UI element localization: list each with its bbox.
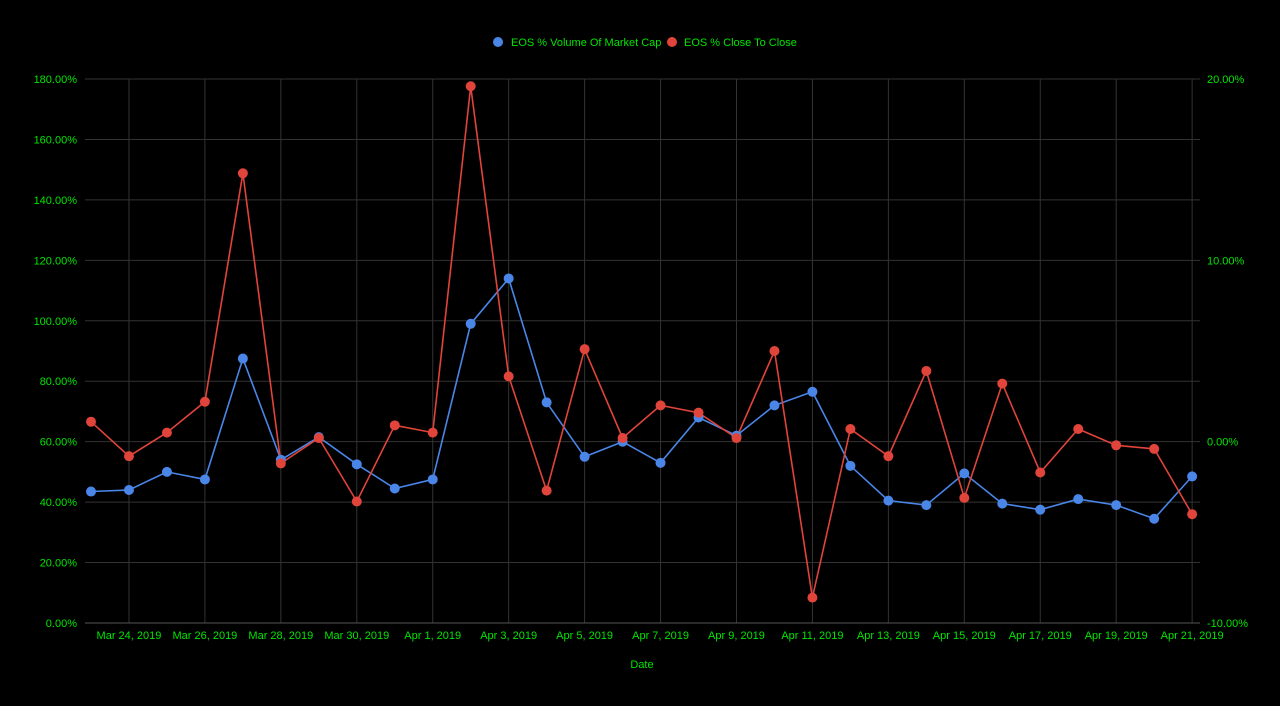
series-2-point[interactable] <box>1035 467 1046 478</box>
y-left-tick-label: 160.00% <box>34 134 78 146</box>
y-right-tick-label: 10.00% <box>1207 255 1245 267</box>
legend-marker <box>667 37 677 47</box>
x-tick-label: Apr 15, 2019 <box>933 630 996 642</box>
series-2-point[interactable] <box>237 168 248 179</box>
y-left-tick-label: 140.00% <box>34 195 78 207</box>
series-1-point[interactable] <box>123 485 134 496</box>
series-2-point[interactable] <box>86 416 96 427</box>
y-left-tick-label: 60.00% <box>40 437 78 449</box>
series-2-point[interactable] <box>1111 440 1122 451</box>
y-left-tick-label: 180.00% <box>34 74 78 86</box>
series-1-point[interactable] <box>86 486 96 497</box>
series-1-point[interactable] <box>389 483 400 494</box>
series-1-point[interactable] <box>237 353 248 364</box>
series-2-point[interactable] <box>655 400 666 411</box>
series-1-point[interactable] <box>465 318 476 329</box>
series-2-point[interactable] <box>199 396 210 407</box>
series-1-point[interactable] <box>883 495 894 506</box>
axis-layer: 0.00% 20.00% 40.00% 60.00% 80.00% 100.00% 120.… <box>34 74 1249 642</box>
series-2-point[interactable] <box>161 427 172 438</box>
series-1-point[interactable] <box>427 474 438 485</box>
x-tick-label: Mar 26, 2019 <box>172 630 237 642</box>
series-2-point[interactable] <box>845 423 856 434</box>
series-2-point[interactable] <box>769 346 780 356</box>
x-tick-label: Apr 11, 2019 <box>781 630 843 642</box>
x-tick-label: Apr 13, 2019 <box>857 630 920 642</box>
series-1-point[interactable] <box>541 397 552 408</box>
x-tick-label: Apr 9, 2019 <box>708 630 765 642</box>
series-layer <box>86 81 1198 603</box>
series-1-point[interactable] <box>807 386 818 397</box>
series-line-2 <box>90 86 1193 598</box>
x-tick-label: Apr 21, 2019 <box>1161 630 1224 642</box>
legend-item-1[interactable]: EOS % Volume Of Market Cap <box>493 37 661 49</box>
x-tick-label: Mar 30, 2019 <box>324 630 389 642</box>
series-1-point[interactable] <box>921 500 932 511</box>
series-1-point[interactable] <box>959 468 970 479</box>
series-1-point[interactable] <box>1111 500 1122 511</box>
series-1-point[interactable] <box>1149 513 1160 524</box>
series-2-point[interactable] <box>541 485 552 496</box>
series-2-point[interactable] <box>731 433 742 444</box>
legend-item-2[interactable]: EOS % Close To Close <box>667 37 797 49</box>
legend[interactable]: EOS % Volume Of Market Cap EOS % Close To… <box>493 37 797 49</box>
legend-label: EOS % Close To Close <box>684 37 797 49</box>
series-2-point[interactable] <box>1187 509 1198 520</box>
y-left-tick-label: 80.00% <box>40 376 78 388</box>
y-right-tick-label: -10.00% <box>1207 618 1248 630</box>
series-1-point[interactable] <box>997 498 1008 509</box>
series-2-point[interactable] <box>275 458 286 469</box>
series-2-point[interactable] <box>465 81 476 92</box>
series-2-point[interactable] <box>123 451 134 462</box>
x-tick-label: Apr 17, 2019 <box>1009 630 1072 642</box>
grid-layer <box>85 78 1200 624</box>
x-tick-label: Apr 19, 2019 <box>1085 630 1148 642</box>
series-2-point[interactable] <box>313 433 324 444</box>
series-1-point[interactable] <box>503 273 514 284</box>
series-2-point[interactable] <box>921 365 932 376</box>
x-tick-label: Apr 1, 2019 <box>404 630 461 642</box>
series-2-point[interactable] <box>997 378 1008 389</box>
x-tick-label: Mar 24, 2019 <box>97 630 162 642</box>
series-1-point[interactable] <box>1187 471 1198 482</box>
series-1-point[interactable] <box>655 457 666 468</box>
x-axis-title: Date <box>630 659 653 671</box>
series-2-point[interactable] <box>389 420 400 431</box>
y-right-tick-label: 20.00% <box>1207 74 1245 86</box>
series-1-point[interactable] <box>161 466 172 477</box>
y-left-tick-label: 0.00% <box>46 618 77 630</box>
y-left-tick-label: 40.00% <box>40 497 78 509</box>
x-tick-label: Apr 5, 2019 <box>556 630 613 642</box>
series-1-point[interactable] <box>1035 504 1046 515</box>
x-tick-label: Apr 3, 2019 <box>480 630 537 642</box>
legend-label: EOS % Volume Of Market Cap <box>511 37 661 49</box>
series-2-point[interactable] <box>1149 443 1160 454</box>
y-left-tick-label: 120.00% <box>34 255 78 267</box>
series-1-point[interactable] <box>845 460 856 471</box>
y-right-tick-label: 0.00% <box>1207 437 1238 449</box>
y-left-tick-label: 100.00% <box>34 316 78 328</box>
series-2-point[interactable] <box>1073 423 1084 434</box>
series-1-point[interactable] <box>769 400 780 411</box>
series-2-point[interactable] <box>693 407 704 418</box>
y-left-tick-label: 20.00% <box>40 558 78 570</box>
series-2-point[interactable] <box>959 492 970 503</box>
series-1-point[interactable] <box>351 459 362 470</box>
x-tick-label: Mar 28, 2019 <box>248 630 313 642</box>
series-line-1 <box>90 276 1193 520</box>
series-2-point[interactable] <box>351 496 362 507</box>
series-2-point[interactable] <box>617 433 628 444</box>
series-2-point[interactable] <box>503 371 514 382</box>
series-1-point[interactable] <box>1073 494 1084 505</box>
series-2-point[interactable] <box>883 451 894 462</box>
series-2-point[interactable] <box>427 427 438 438</box>
series-1-point[interactable] <box>199 474 210 485</box>
legend-marker <box>493 37 503 47</box>
x-tick-label: Apr 7, 2019 <box>632 630 689 642</box>
series-2-point[interactable] <box>579 344 590 355</box>
series-1-point[interactable] <box>579 451 590 462</box>
series-2-point[interactable] <box>807 592 818 603</box>
